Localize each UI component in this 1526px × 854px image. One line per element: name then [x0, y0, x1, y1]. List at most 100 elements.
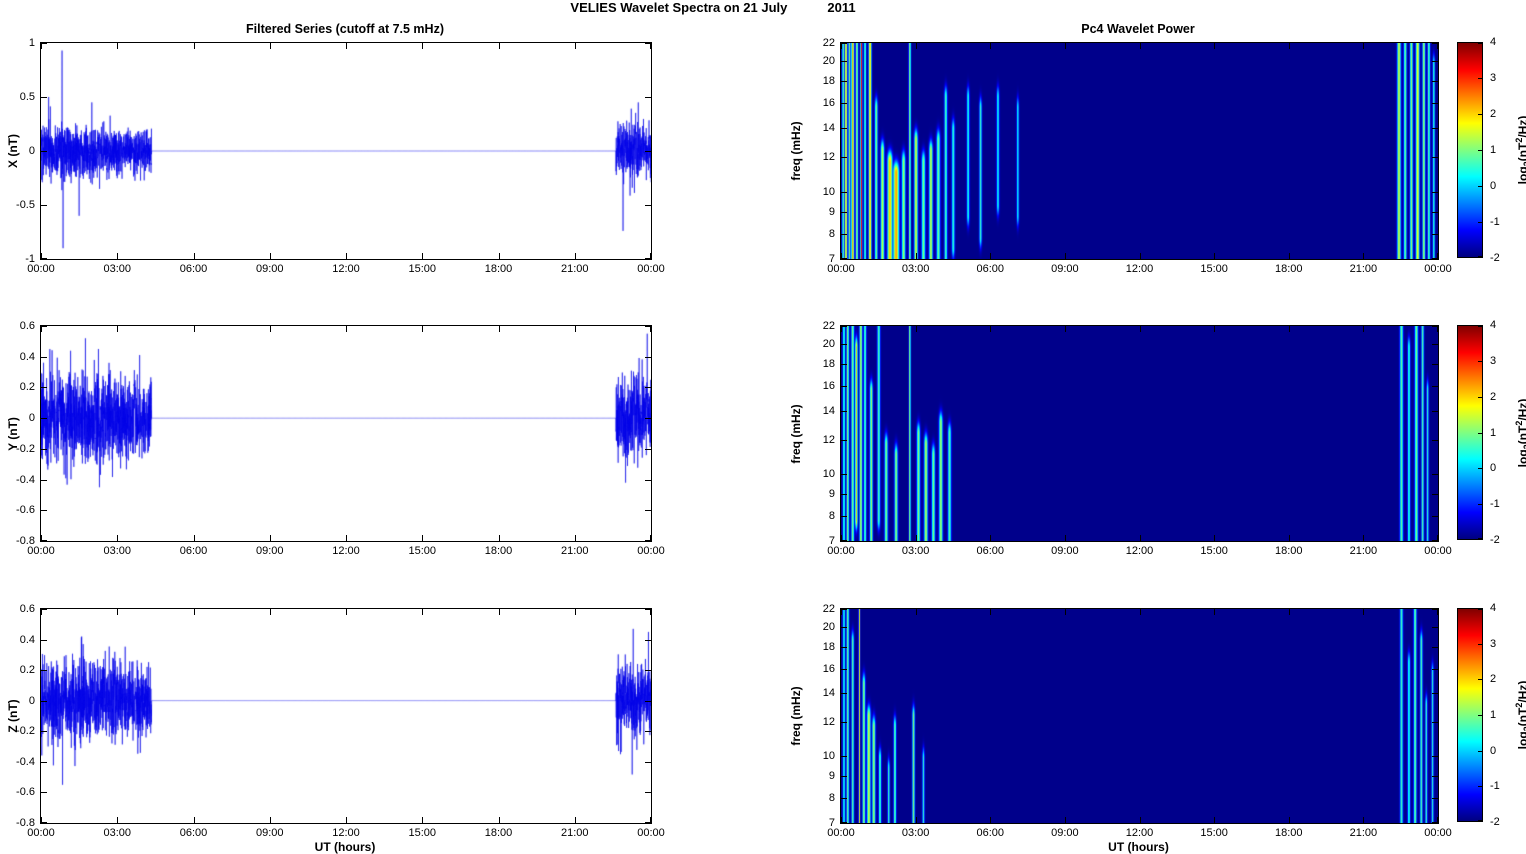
- tick-mark: [1478, 679, 1482, 681]
- x-tick-label: 00:00: [827, 545, 855, 557]
- tick-mark: [574, 817, 576, 823]
- x-tick-label: 09:00: [1051, 827, 1079, 839]
- tick-mark: [841, 493, 847, 495]
- tick-mark: [1214, 817, 1216, 823]
- tick-mark: [841, 626, 847, 628]
- tick-mark: [346, 535, 347, 541]
- colorbar-tick-label: 1: [1490, 144, 1497, 156]
- colorbar-tick-label: 2: [1490, 673, 1497, 686]
- tick-mark: [990, 817, 992, 823]
- colorbar-tick-label: 2: [1490, 390, 1497, 403]
- y-tick-label: 0: [28, 694, 35, 707]
- x-tick-label: 21:00: [560, 263, 589, 275]
- tick-mark: [41, 609, 42, 615]
- figure-title-main: VELIES Wavelet Spectra on 21 July: [570, 0, 788, 15]
- left-column-title: Filtered Series (cutoff at 7.5 mHz): [246, 22, 444, 36]
- tick-mark: [117, 609, 119, 615]
- tick-mark: [1363, 326, 1365, 332]
- x-tick-label: 06:00: [976, 545, 1005, 557]
- x-tick-label: 09:00: [1051, 263, 1079, 275]
- x-tick-label: 06:00: [179, 545, 208, 557]
- tick-mark: [645, 418, 651, 420]
- y-tick-label: 16: [822, 379, 835, 392]
- tick-mark: [41, 43, 47, 44]
- tick-mark: [1288, 43, 1290, 49]
- colorbar-tick-label: -1: [1490, 780, 1500, 793]
- colorbar-tick-label: 1: [1490, 426, 1497, 439]
- x-tick-label: 18:00: [1274, 545, 1303, 557]
- tick-mark: [1432, 609, 1438, 610]
- tick-mark: [193, 43, 195, 49]
- tick-mark: [915, 535, 917, 541]
- x-tick-label: 00:00: [637, 263, 665, 275]
- tick-mark: [645, 258, 651, 259]
- tick-mark: [269, 817, 271, 823]
- panel-z-filtered-series: Z (nT) 00:00 03:00 06:00 09:00 12:00 15:00 18:…: [6, 603, 665, 839]
- tick-mark: [1478, 222, 1482, 223]
- y-tick-label: 12: [822, 716, 835, 729]
- tick-mark: [841, 233, 847, 235]
- tick-mark: [645, 609, 651, 610]
- y-tick-label: 0.2: [19, 664, 35, 677]
- x-tick-label: 03:00: [901, 545, 930, 557]
- tick-mark: [841, 326, 842, 332]
- tick-mark: [1288, 817, 1290, 823]
- x-tick-label: 12:00: [332, 263, 360, 275]
- x-tick-label: 12:00: [1125, 263, 1154, 275]
- tick-mark: [841, 756, 847, 758]
- tick-mark: [650, 43, 651, 49]
- tick-mark: [841, 609, 842, 615]
- colorbar-2: log2(nT2/Hz) 4 3 2 1 0 -1 -2: [1457, 319, 1526, 546]
- tick-mark: [1432, 233, 1438, 235]
- tick-mark: [990, 43, 992, 49]
- y-tick-label: 1: [28, 37, 35, 49]
- x-tick-label: 00:00: [1424, 827, 1452, 839]
- x-tick-label: 18:00: [484, 263, 513, 275]
- y-tick-label: 22: [822, 37, 835, 49]
- tick-mark: [1478, 256, 1482, 257]
- tick-mark: [645, 639, 651, 641]
- tick-mark: [841, 103, 847, 105]
- x-tick-label: 03:00: [103, 263, 132, 275]
- x-tick-label: 15:00: [1200, 263, 1228, 275]
- tick-mark: [41, 510, 47, 512]
- tick-mark: [841, 385, 847, 387]
- y-tick-label: -0.8: [16, 817, 35, 829]
- y-tick-label: 16: [822, 662, 835, 675]
- tick-mark: [1432, 798, 1438, 800]
- tick-mark: [645, 448, 651, 450]
- colorbar-tick-label: 1: [1490, 709, 1497, 721]
- tick-mark: [1432, 326, 1438, 327]
- tick-mark: [193, 609, 195, 615]
- tick-mark: [1437, 326, 1438, 332]
- y-tick-label: 10: [822, 185, 835, 198]
- y-tick-label: 14: [822, 404, 835, 417]
- x-tick-label: 12:00: [1125, 545, 1154, 557]
- tick-mark: [1214, 326, 1216, 332]
- tick-mark: [990, 609, 992, 615]
- tick-mark: [841, 60, 847, 62]
- colorbar-tick-label: 4: [1490, 602, 1497, 614]
- tick-mark: [645, 792, 651, 794]
- tick-mark: [1478, 609, 1482, 610]
- tick-mark: [645, 731, 651, 733]
- y-filtered-series-plot: [41, 326, 651, 541]
- tick-mark: [1432, 80, 1438, 82]
- tick-mark: [1432, 439, 1438, 441]
- tick-mark: [841, 343, 847, 345]
- tick-mark: [41, 731, 47, 733]
- x-tick-label: 06:00: [976, 827, 1005, 839]
- tick-mark: [1288, 253, 1290, 259]
- tick-mark: [645, 479, 651, 481]
- tick-mark: [1437, 43, 1438, 49]
- tick-mark: [193, 817, 195, 823]
- x-tick-label: 03:00: [103, 545, 132, 557]
- y-tick-label: 20: [822, 620, 835, 633]
- tick-mark: [841, 253, 842, 259]
- tick-mark: [841, 157, 847, 159]
- tick-mark: [269, 253, 271, 259]
- x-tick-label: 06:00: [179, 827, 208, 839]
- tick-mark: [841, 326, 847, 327]
- tick-mark: [193, 253, 195, 259]
- tick-mark: [41, 670, 47, 672]
